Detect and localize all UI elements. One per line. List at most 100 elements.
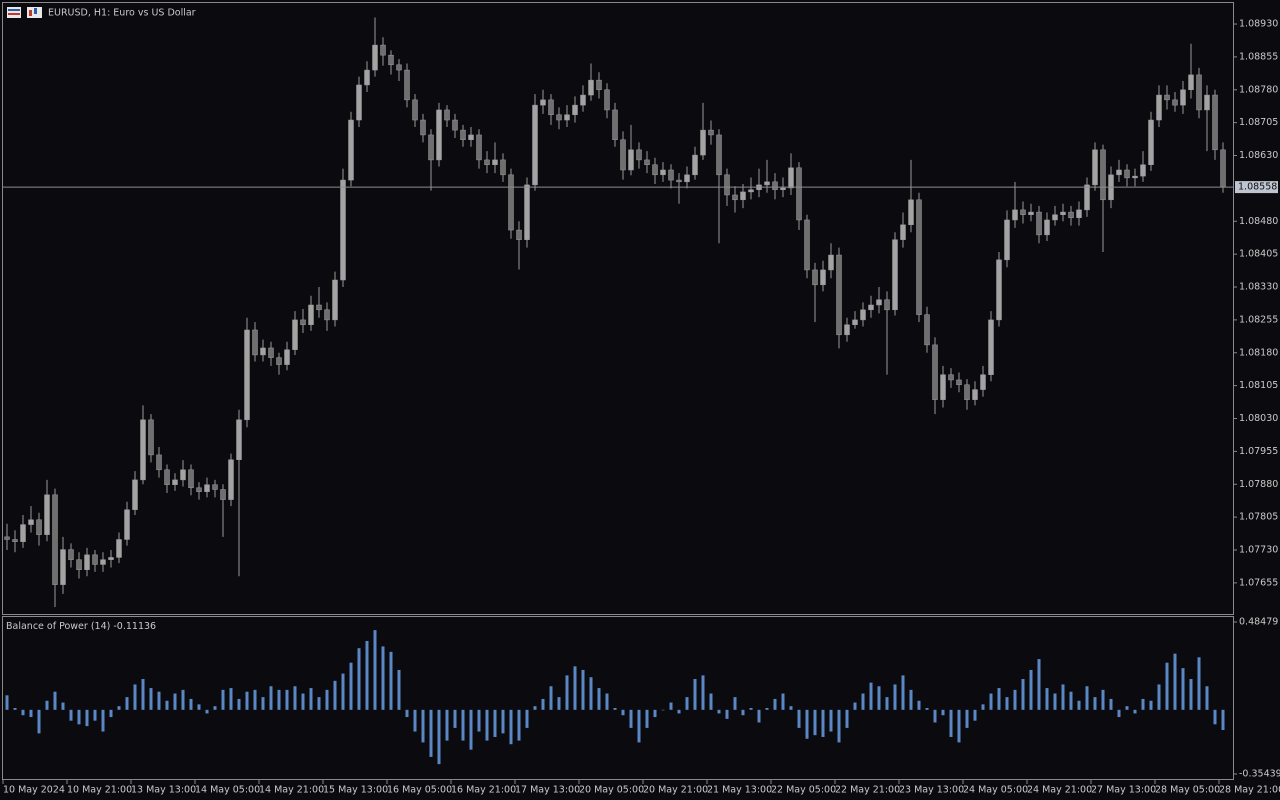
bop-bar	[1013, 689, 1017, 710]
candle-body	[68, 549, 74, 560]
candle-body	[300, 319, 306, 325]
bop-bar	[853, 702, 857, 710]
y-tick-label: 1.08930	[1239, 19, 1278, 30]
y-tick-label: 1.08180	[1239, 347, 1278, 358]
candle-body	[892, 239, 898, 311]
bop-bar	[941, 709, 945, 716]
candle-body	[612, 109, 618, 141]
bop-bar	[349, 662, 353, 710]
bop-bar	[229, 688, 233, 710]
bop-bar	[1181, 668, 1185, 710]
bop-bar	[637, 709, 641, 743]
bop-bar	[1101, 689, 1105, 710]
candle-body	[52, 494, 58, 585]
candle-body	[548, 99, 554, 116]
indicator-frame	[2, 616, 1234, 780]
y-tick-label: 1.07880	[1239, 479, 1278, 490]
bop-bar	[629, 709, 633, 728]
current-price-box	[1235, 181, 1278, 194]
candle-body	[412, 99, 418, 121]
bop-bar	[109, 709, 113, 718]
bop-bar	[821, 709, 825, 737]
candle-body	[620, 139, 626, 171]
bop-bar	[813, 709, 817, 736]
x-tick-label: 27 May 13:00	[1091, 785, 1156, 796]
candle-body	[1076, 209, 1082, 219]
bop-bar	[317, 697, 321, 710]
candle-body	[1100, 149, 1106, 201]
candle-body	[116, 539, 122, 558]
bop-bar	[677, 709, 681, 714]
indicator-bars	[5, 630, 1225, 765]
bop-bar	[133, 684, 137, 710]
bop-bar	[277, 689, 281, 710]
candle-body	[796, 167, 802, 221]
bop-bar	[1133, 709, 1137, 714]
bop-bar	[1061, 684, 1065, 710]
candle-body	[780, 187, 786, 190]
candle-body	[452, 119, 458, 131]
candle-body	[916, 199, 922, 315]
candle-body	[820, 269, 826, 286]
candle-body	[220, 489, 226, 500]
bop-bar	[565, 675, 569, 710]
bop-bar	[693, 679, 697, 710]
bop-bar	[989, 693, 993, 710]
candle-body	[12, 539, 18, 542]
candles	[4, 17, 1226, 607]
bop-bar	[1157, 684, 1161, 710]
candle-body	[1084, 184, 1090, 211]
bop-bar	[653, 709, 657, 718]
candle-body	[1124, 169, 1130, 179]
bop-bar	[973, 709, 977, 721]
y-tick-label: 1.08480	[1239, 216, 1278, 227]
candle-body	[124, 509, 130, 540]
bop-bar	[605, 693, 609, 710]
bop-bar	[157, 691, 161, 710]
candle-body	[1132, 175, 1138, 179]
bop-bar	[909, 689, 913, 710]
bop-bar	[173, 693, 177, 710]
indicator-tick-label: -0.35439	[1239, 769, 1280, 780]
candle-body	[108, 557, 114, 560]
candle-body	[324, 309, 330, 321]
candle-body	[4, 536, 10, 540]
bop-bar	[1141, 698, 1145, 710]
candle-body	[172, 479, 178, 485]
icon-bar	[34, 8, 37, 14]
x-tick-label: 22 May 21:00	[835, 785, 900, 796]
menu-icon[interactable]	[7, 7, 21, 18]
bop-bar	[53, 691, 57, 710]
bop-bar	[1197, 657, 1201, 710]
bop-bar	[437, 709, 441, 765]
y-tick-label: 1.07805	[1239, 512, 1278, 523]
candle-body	[588, 79, 594, 96]
x-tick-label: 15 May 13:00	[323, 785, 388, 796]
x-tick-label: 20 May 05:00	[579, 785, 644, 796]
bop-bar	[837, 709, 841, 743]
bop-bar	[1189, 679, 1193, 710]
bop-bar	[1117, 709, 1121, 718]
chart-type-icon[interactable]	[27, 7, 42, 18]
bop-bar	[397, 669, 401, 710]
bop-bar	[549, 686, 553, 710]
bop-bar	[357, 648, 361, 710]
candle-body	[500, 159, 506, 176]
main-frame	[2, 2, 1234, 615]
current-price-label: 1.08558	[1238, 182, 1277, 193]
bop-bar	[621, 709, 625, 716]
candle-body	[460, 129, 466, 141]
bop-bar	[965, 709, 969, 728]
candle-body	[948, 374, 954, 381]
bop-bar	[717, 709, 721, 714]
candle-body	[980, 374, 986, 390]
bop-bar	[461, 709, 465, 741]
candle-body	[1204, 94, 1210, 111]
candle-body	[348, 119, 354, 181]
candle-body	[988, 319, 994, 375]
bop-bar	[1077, 700, 1081, 710]
bop-bar	[381, 646, 385, 710]
x-tick-label: 28 May 05:00	[1155, 785, 1220, 796]
x-tick-label: 23 May 13:00	[899, 785, 964, 796]
candle-body	[364, 69, 370, 86]
